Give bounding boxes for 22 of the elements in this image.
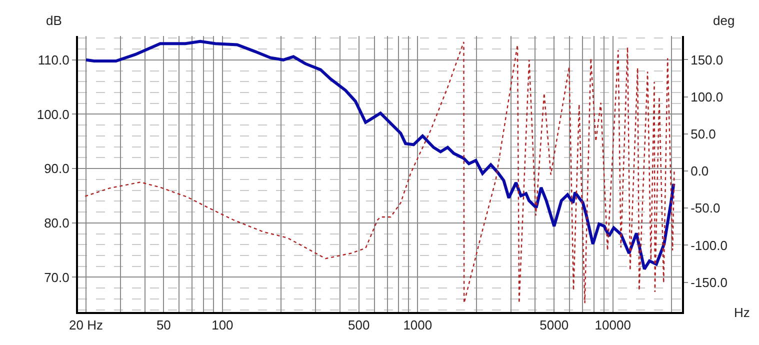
y2-tick-label: -150.0 <box>690 274 728 290</box>
x-tick-label: 5000 <box>540 318 569 333</box>
y2-tick-label: -50.0 <box>690 200 720 216</box>
y-tick-label: 110.0 <box>38 52 70 68</box>
y2-tick-label: 0.0 <box>690 164 709 179</box>
x-axis-title: Hz <box>734 305 750 320</box>
y-tick-label: 80.0 <box>44 215 70 230</box>
x-tick-label: 50 <box>156 318 171 333</box>
x-tick-label: 20 Hz <box>69 318 103 333</box>
x-tick-label: 100 <box>212 318 234 333</box>
y2-tick-label: 50.0 <box>690 126 716 142</box>
y-axis-title: dB <box>46 13 62 28</box>
x-tick-label: 1000 <box>403 318 432 333</box>
y-tick-label: 100.0 <box>36 106 70 122</box>
y-tick-label: 90.0 <box>44 161 70 176</box>
y2-tick-label: 150.0 <box>690 52 724 68</box>
y2-tick-label: 100.0 <box>690 89 724 104</box>
x-tick-label: 10000 <box>594 318 631 333</box>
y-tick-label: 70.0 <box>44 270 70 285</box>
y2-tick-label: -100.0 <box>690 238 728 253</box>
x-tick-label: 500 <box>348 318 370 333</box>
y2-axis-title: deg <box>713 13 735 28</box>
